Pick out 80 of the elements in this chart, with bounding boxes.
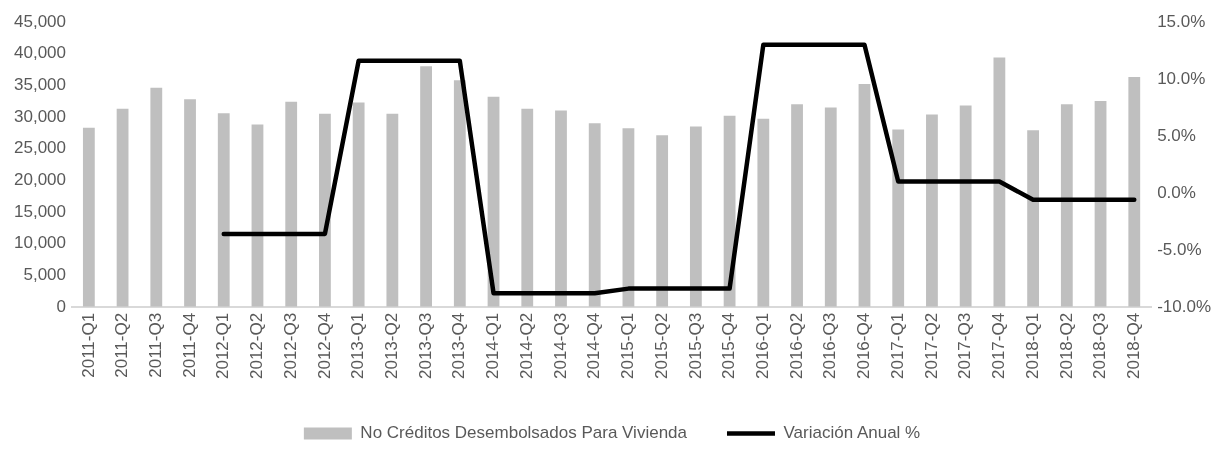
x-tick-label: 2013-Q4 xyxy=(449,312,469,380)
x-tick-label: 2018-Q4 xyxy=(1123,312,1143,380)
y-tick-label: 35,000 xyxy=(14,74,66,94)
x-tick-label: 2018-Q3 xyxy=(1090,312,1110,380)
x-tick-label: 2016-Q2 xyxy=(786,312,806,380)
bar xyxy=(1128,77,1141,307)
bar xyxy=(217,113,230,307)
bar xyxy=(285,101,298,307)
x-tick-label: 2018-Q2 xyxy=(1056,312,1076,380)
x-tick-label: 2013-Q3 xyxy=(415,312,435,380)
y2-tick-label: 0.0% xyxy=(1157,182,1196,202)
bar xyxy=(521,108,534,307)
x-tick-label: 2016-Q1 xyxy=(753,312,773,380)
bar xyxy=(689,126,702,307)
bar xyxy=(892,129,905,307)
x-tick-label: 2014-Q2 xyxy=(516,312,536,380)
bar xyxy=(858,84,871,307)
bar xyxy=(184,99,196,307)
x-tick-label: 2014-Q1 xyxy=(483,312,503,380)
x-tick-label: 2011-Q3 xyxy=(145,312,165,378)
legend-label: Variación Anual % xyxy=(783,423,921,443)
bar xyxy=(555,110,567,307)
legend-label: No Créditos Desembolsados Para Vivienda xyxy=(360,423,688,443)
y2-tick-label: 15.0% xyxy=(1157,11,1206,31)
bar xyxy=(824,107,837,307)
bar xyxy=(1094,101,1107,307)
bar xyxy=(1027,130,1040,307)
y-tick-label: 0 xyxy=(56,296,66,316)
y2-tick-label: 5.0% xyxy=(1157,125,1196,145)
x-tick-label: 2014-Q4 xyxy=(584,312,604,380)
bar xyxy=(420,66,432,307)
y-tick-label: 15,000 xyxy=(14,201,66,221)
bar xyxy=(453,80,466,307)
y-tick-label: 40,000 xyxy=(14,43,66,63)
bar xyxy=(352,102,365,307)
x-tick-label: 2016-Q3 xyxy=(820,312,840,380)
bar xyxy=(791,104,803,307)
bar xyxy=(116,108,129,307)
y-tick-label: 25,000 xyxy=(14,138,66,158)
x-tick-label: 2011-Q2 xyxy=(112,312,132,378)
x-tick-label: 2017-Q2 xyxy=(921,312,941,380)
bar xyxy=(319,113,331,307)
x-tick-label: 2017-Q3 xyxy=(955,312,975,380)
x-tick-label: 2012-Q3 xyxy=(280,312,300,380)
y2-tick-label: 10.0% xyxy=(1157,68,1206,88)
x-tick-label: 2014-Q3 xyxy=(550,312,570,380)
y2-tick-label: -10.0% xyxy=(1157,296,1212,316)
x-tick-label: 2015-Q1 xyxy=(618,312,638,380)
bar xyxy=(622,128,635,307)
x-tick-label: 2011-Q1 xyxy=(78,312,98,378)
y-tick-label: 30,000 xyxy=(14,106,66,126)
x-tick-label: 2012-Q4 xyxy=(314,312,334,380)
x-tick-label: 2017-Q4 xyxy=(989,312,1009,380)
bar xyxy=(251,124,264,307)
x-tick-label: 2015-Q2 xyxy=(651,312,671,380)
x-tick-label: 2015-Q3 xyxy=(685,312,705,380)
bar xyxy=(959,105,972,307)
bar xyxy=(82,127,95,307)
x-tick-label: 2017-Q1 xyxy=(887,312,907,380)
bar xyxy=(386,113,399,307)
bar xyxy=(588,123,601,307)
x-tick-label: 2013-Q2 xyxy=(382,312,402,380)
bar xyxy=(926,114,938,307)
x-tick-label: 2015-Q4 xyxy=(719,312,739,380)
x-tick-label: 2016-Q4 xyxy=(854,312,874,380)
x-tick-label: 2012-Q1 xyxy=(213,312,233,380)
x-tick-label: 2018-Q1 xyxy=(1022,312,1042,380)
bar xyxy=(993,57,1006,307)
bar xyxy=(150,87,163,307)
y-tick-label: 20,000 xyxy=(14,169,66,189)
bar xyxy=(656,135,669,307)
y-tick-label: 45,000 xyxy=(14,11,66,31)
x-tick-label: 2013-Q1 xyxy=(348,312,368,380)
y-tick-label: 10,000 xyxy=(14,233,66,253)
bar xyxy=(757,118,770,307)
x-tick-label: 2012-Q2 xyxy=(247,312,267,380)
y-tick-label: 5,000 xyxy=(23,264,66,284)
bar xyxy=(1060,104,1073,307)
y2-tick-label: -5.0% xyxy=(1157,239,1202,259)
x-tick-label: 2011-Q4 xyxy=(179,312,199,378)
